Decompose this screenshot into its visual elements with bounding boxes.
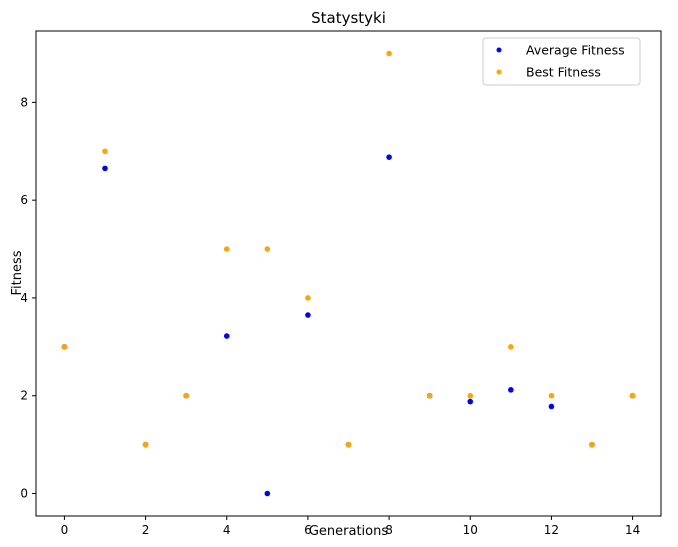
y-tick-label: 6 [20,193,28,207]
x-tick-label: 12 [544,523,559,537]
chart-title: Statystyki [311,9,386,27]
point-best-fitness [548,392,555,399]
x-tick-label: 2 [142,523,150,537]
point-best-fitness [142,441,149,448]
point-average-fitness [305,312,311,318]
plot-frame [35,30,662,517]
point-average-fitness [264,490,271,497]
point-average-fitness [102,165,108,172]
legend-marker-average-fitness [496,47,502,53]
legend-marker-best-fitness [496,69,502,75]
x-tick-label: 6 [304,523,312,537]
legend-label-best-fitness: Best Fitness [526,65,601,80]
point-best-fitness [264,246,271,252]
point-best-fitness [386,50,392,57]
point-best-fitness [467,392,474,399]
point-best-fitness [102,148,108,155]
point-best-fitness [183,392,189,399]
x-tick-label: 8 [385,523,393,537]
plot-background [36,31,661,516]
legend: Average Fitness Best Fitness [482,37,641,86]
legend-label-average-fitness: Average Fitness [526,43,625,58]
x-tick-label: 14 [625,523,640,537]
point-best-fitness [629,392,636,399]
data-points [61,50,636,497]
x-tick-label: 0 [61,523,69,537]
point-best-fitness [61,344,68,350]
x-axis-label: Generations [309,524,389,539]
y-tick-label: 0 [20,487,28,501]
point-average-fitness [386,154,392,160]
y-tick-label: 4 [20,291,28,305]
y-axis-ticks: 0 2 4 6 8 [20,95,36,501]
legend-box [482,37,641,86]
point-best-fitness [223,246,230,252]
point-average-fitness [508,387,514,393]
y-tick-label: 8 [20,95,28,109]
y-axis-label: Fitness [10,250,25,295]
point-best-fitness [508,344,514,350]
point-best-fitness [426,392,433,399]
point-average-fitness [548,403,555,410]
point-average-fitness [223,333,230,339]
point-average-fitness [467,398,474,405]
x-axis-ticks: 0 2 4 6 8 10 12 14 [61,516,640,537]
point-best-fitness [589,441,595,448]
y-tick-label: 2 [20,389,28,403]
point-best-fitness [345,441,352,448]
x-tick-label: 10 [463,523,478,537]
point-best-fitness [305,295,311,301]
x-tick-label: 4 [223,523,231,537]
